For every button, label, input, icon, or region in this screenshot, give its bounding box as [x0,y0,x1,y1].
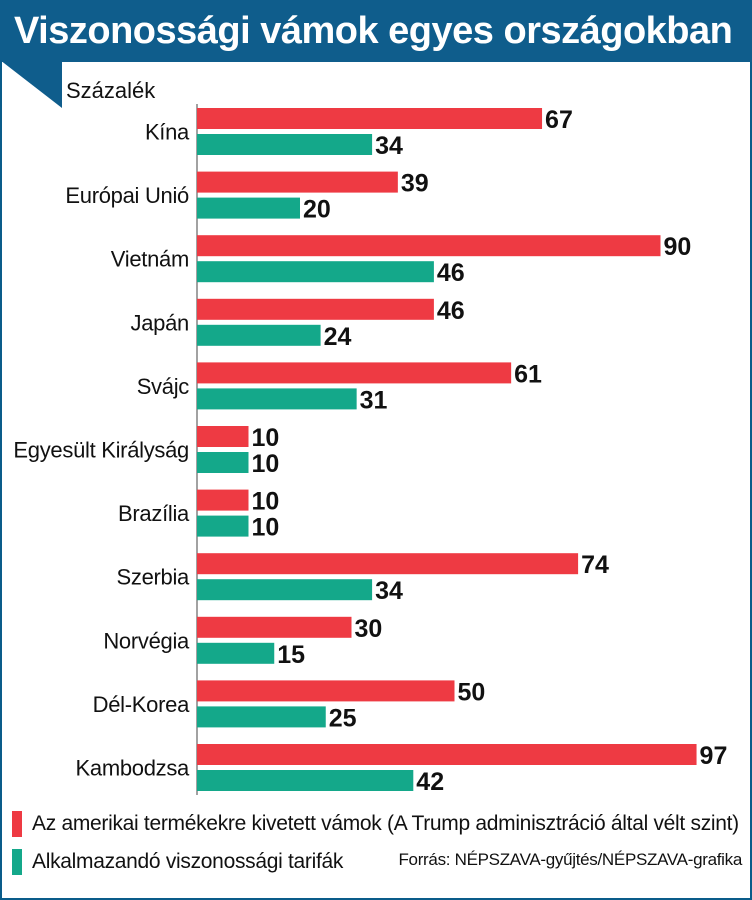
data-label: 67 [545,106,573,134]
chart-title: Viszonossági vámok egyes országokban [0,0,752,62]
data-label: 46 [437,259,465,287]
data-label: 10 [252,424,280,452]
bar-us-tariff [197,108,543,129]
bar-us-tariff [197,489,249,511]
category-label: Kína [145,120,190,145]
legend-label-us-tariff: Az amerikai termékekre kivetett vámok (A… [32,812,739,835]
data-label: 31 [360,386,388,414]
data-label: 20 [303,196,331,224]
legend-label-reciprocal: Alkalmazandó viszonossági tarifák [32,850,344,873]
bar-us-tariff [197,553,579,575]
header-notch-decoration [0,60,62,108]
bar-us-tariff [197,426,249,447]
bar-us-tariff [197,680,455,702]
bar-us-tariff [197,171,398,193]
bar-us-tariff [197,298,434,320]
bar-reciprocal [197,579,373,601]
bar-reciprocal [197,324,321,346]
bar-reciprocal [197,197,300,219]
bar-us-tariff [197,362,512,384]
bar-reciprocal [197,706,326,728]
category-label: Dél-Korea [93,692,190,717]
category-label: Vietnám [111,247,189,272]
bar-group: Svájc 61 31 [137,360,542,414]
bar-reciprocal [197,134,373,155]
data-label: 30 [355,615,383,643]
legend-swatch-reciprocal [12,849,22,875]
bar-us-tariff [197,616,352,638]
bar-group: Európai Unió 39 20 [65,170,428,224]
bar-us-tariff [197,744,697,765]
data-label: 34 [375,132,403,160]
legend-item-reciprocal: Alkalmazandó viszonossági tarifák [12,846,343,878]
category-label: Egyesült Királyság [13,438,189,463]
category-label: Japán [131,310,189,335]
source-credit: Forrás: NÉPSZAVA-gyűjtés/NÉPSZAVA-grafik… [398,850,742,869]
data-label: 42 [416,768,444,796]
category-label: Szerbia [117,565,191,590]
category-label: Norvégia [103,628,190,653]
data-label: 74 [581,551,609,579]
data-label: 90 [664,233,692,261]
bar-group: Dél-Korea 50 25 [93,678,486,732]
data-label: 10 [252,488,280,516]
data-label: 61 [514,360,542,388]
data-label: 15 [277,641,305,669]
bar-group: Kína 67 34 [145,106,573,160]
bar-reciprocal [197,261,434,283]
bar-group: Japán 46 24 [131,297,465,351]
bar-reciprocal [197,452,249,473]
bar-reciprocal [197,515,249,537]
bar-reciprocal [197,770,414,791]
data-label: 10 [252,514,280,542]
bar-group: Vietnám 90 46 [111,233,692,287]
legend-item-us-tariff: Az amerikai termékekre kivetett vámok (A… [12,808,739,840]
data-label: 25 [329,704,357,732]
legend-swatch-us-tariff [12,811,22,837]
bar-group: Kambodzsa 97 42 [76,742,728,796]
bar-reciprocal [197,388,357,410]
category-label: Kambodzsa [76,756,191,781]
data-label: 34 [375,577,403,605]
category-label: Brazília [118,501,190,526]
data-label: 97 [700,742,728,770]
category-label: Svájc [137,374,190,399]
bar-group: Norvégia 30 15 [103,615,382,669]
data-label: 46 [437,297,465,325]
data-label: 24 [324,323,352,351]
bar-group: Szerbia 74 34 [117,551,610,605]
data-label: 10 [252,450,280,478]
category-label: Európai Unió [65,183,189,208]
data-label: 39 [401,170,429,198]
data-label: 50 [458,678,486,706]
unit-label: Százalék [66,78,156,103]
bar-reciprocal [197,642,275,664]
bar-us-tariff [197,235,661,257]
